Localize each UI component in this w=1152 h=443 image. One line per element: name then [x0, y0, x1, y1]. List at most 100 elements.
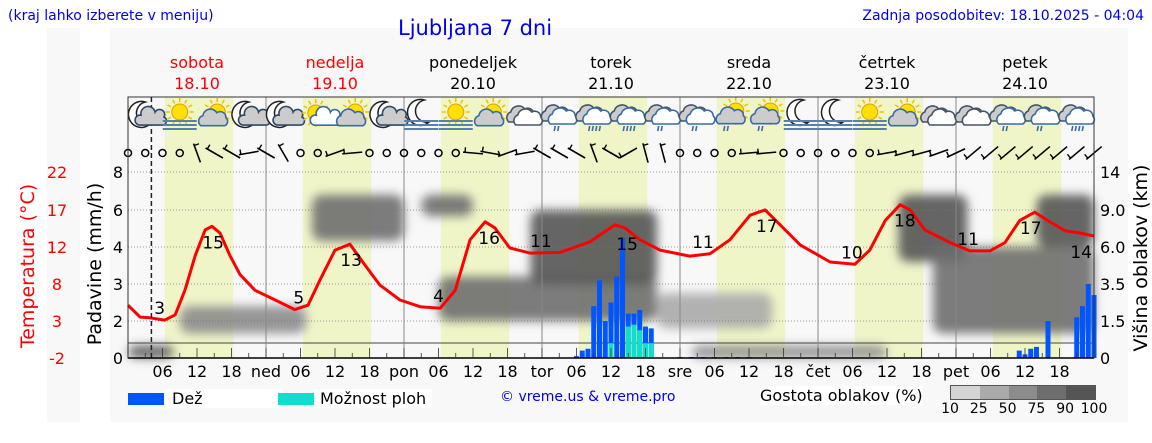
temperature-tick: 3: [52, 312, 62, 331]
wind-calm-icon: [779, 148, 788, 158]
rain-drops-icon: [556, 125, 560, 132]
rain-drops-icon: [1070, 125, 1074, 132]
wind-barb-icon: [480, 150, 501, 156]
weather-icon-sun-fog: [852, 98, 887, 130]
weather-icon-overcast-light-rain: [1023, 104, 1061, 132]
weather-icon-sun-fog: [162, 98, 197, 130]
wind-barb-icon: [342, 151, 363, 155]
rain-swatch: [128, 392, 164, 405]
cloud-layer: [691, 345, 887, 358]
rain-bar: [620, 237, 625, 358]
weather-icon-sun-small-cloud: [301, 99, 344, 127]
wind-barb-feather: [1066, 153, 1072, 159]
density-level-label: 100: [1080, 401, 1108, 417]
x-tick-label: 06: [152, 362, 172, 381]
day-name: torek: [590, 53, 632, 72]
x-tick-label: 06: [428, 362, 448, 381]
x-day-abbr: tor: [531, 362, 554, 381]
rain-drops-icon: [760, 125, 764, 132]
rain-drops-icon: [726, 125, 730, 132]
wind-barb-feather: [618, 152, 622, 158]
cloud-density-scale-labels: 10 25 50 75 90 100: [936, 401, 1108, 419]
rain-drops-icon: [629, 125, 633, 132]
x-tick-label: 18: [911, 362, 931, 381]
day-date: 24.10: [1002, 74, 1048, 93]
wind-barb-feather: [894, 150, 898, 156]
wind-barb-feather: [194, 143, 200, 147]
density-swatch: [1037, 386, 1067, 399]
wind-barb-feather: [660, 143, 666, 146]
wind-barb-feather: [551, 144, 556, 150]
rain-bar: [608, 302, 614, 358]
weather-icon-sun-cloud-light-rain: [749, 97, 785, 132]
wind-barb-feather: [1049, 153, 1054, 159]
rain-drops-icon: [594, 125, 598, 132]
density-level-label: 50: [998, 401, 1017, 417]
rain-bar: [614, 276, 620, 358]
wind-calm-icon: [141, 148, 150, 158]
rain-drops-icon: [722, 125, 726, 132]
moon-icon: [127, 100, 153, 129]
rain-bar: [1085, 284, 1091, 358]
wind-calm-icon: [296, 148, 305, 158]
legend-showers: Možnost ploh: [278, 389, 433, 408]
day-date: 18.10: [174, 74, 220, 93]
wind-calm-icon: [451, 148, 460, 158]
weather-icon-moon-cloud: [127, 100, 168, 129]
x-tick-label: 06: [704, 362, 724, 381]
x-tick-label: 18: [635, 362, 655, 381]
weather-icon-moon-fog: [783, 98, 818, 130]
temperature-label: 11: [957, 230, 979, 250]
rain-drops-icon: [632, 125, 636, 132]
wind-barb-feather: [603, 144, 608, 150]
x-tick-label: 06: [842, 362, 862, 381]
density-swatch: [1008, 386, 1038, 399]
menu-hint-link[interactable]: (kraj lahko izberete v meniju): [8, 8, 214, 24]
cloud-height-tick: 6.0: [1100, 238, 1125, 257]
cloud-layer: [1036, 194, 1094, 247]
wind-barb-icon: [1068, 145, 1085, 161]
wind-barb-icon: [601, 147, 621, 159]
wind-barb-icon: [1034, 145, 1051, 161]
temperature-label: 17: [756, 217, 778, 237]
rain-drops-icon: [598, 125, 602, 132]
wind-barb-feather: [325, 150, 329, 156]
density-swatch: [1066, 386, 1095, 399]
wind-calm-icon: [710, 148, 719, 158]
x-tick-label: 12: [325, 362, 345, 381]
wind-calm-icon: [813, 148, 823, 158]
rain-bar: [591, 306, 597, 358]
wind-barb-icon: [462, 151, 484, 155]
temperature-label: 17: [1020, 219, 1042, 239]
cloud-layer: [657, 293, 772, 329]
wind-barb-feather: [568, 144, 573, 150]
rain-bar: [1080, 306, 1085, 358]
wind-calm-icon: [693, 148, 702, 158]
weather-icon-moon-cloud: [265, 100, 306, 129]
day-name: petek: [1002, 53, 1048, 72]
rain-bar: [643, 326, 648, 358]
wind-barb-icon: [911, 149, 932, 157]
temperature-label: 11: [692, 233, 714, 253]
x-day-abbr: pon: [389, 362, 419, 381]
cloud-height-tick: 3.5: [1100, 275, 1125, 294]
weather-icon-sun-cloud-light-rain: [715, 97, 750, 132]
copyright-link[interactable]: © vreme.us & vreme.pro: [500, 389, 676, 405]
wind-barb-icon: [894, 149, 915, 157]
wind-barb-feather: [223, 144, 228, 150]
density-swatch: [951, 386, 980, 399]
rain-drops-icon: [1074, 125, 1078, 132]
showers-bar: [625, 326, 631, 358]
wind-barb-feather: [877, 149, 880, 155]
wind-barb-icon: [277, 143, 289, 163]
legend-rain: Dež: [128, 389, 283, 408]
rain-drops-icon: [656, 125, 660, 132]
showers-bar: [637, 330, 643, 358]
wind-calm-icon: [175, 148, 184, 158]
rain-drops-icon: [553, 125, 557, 132]
rain-drops-icon: [691, 125, 695, 132]
rain-drops-icon: [1039, 125, 1043, 132]
temperature-label: 11: [530, 232, 552, 252]
moon-icon: [231, 100, 257, 129]
